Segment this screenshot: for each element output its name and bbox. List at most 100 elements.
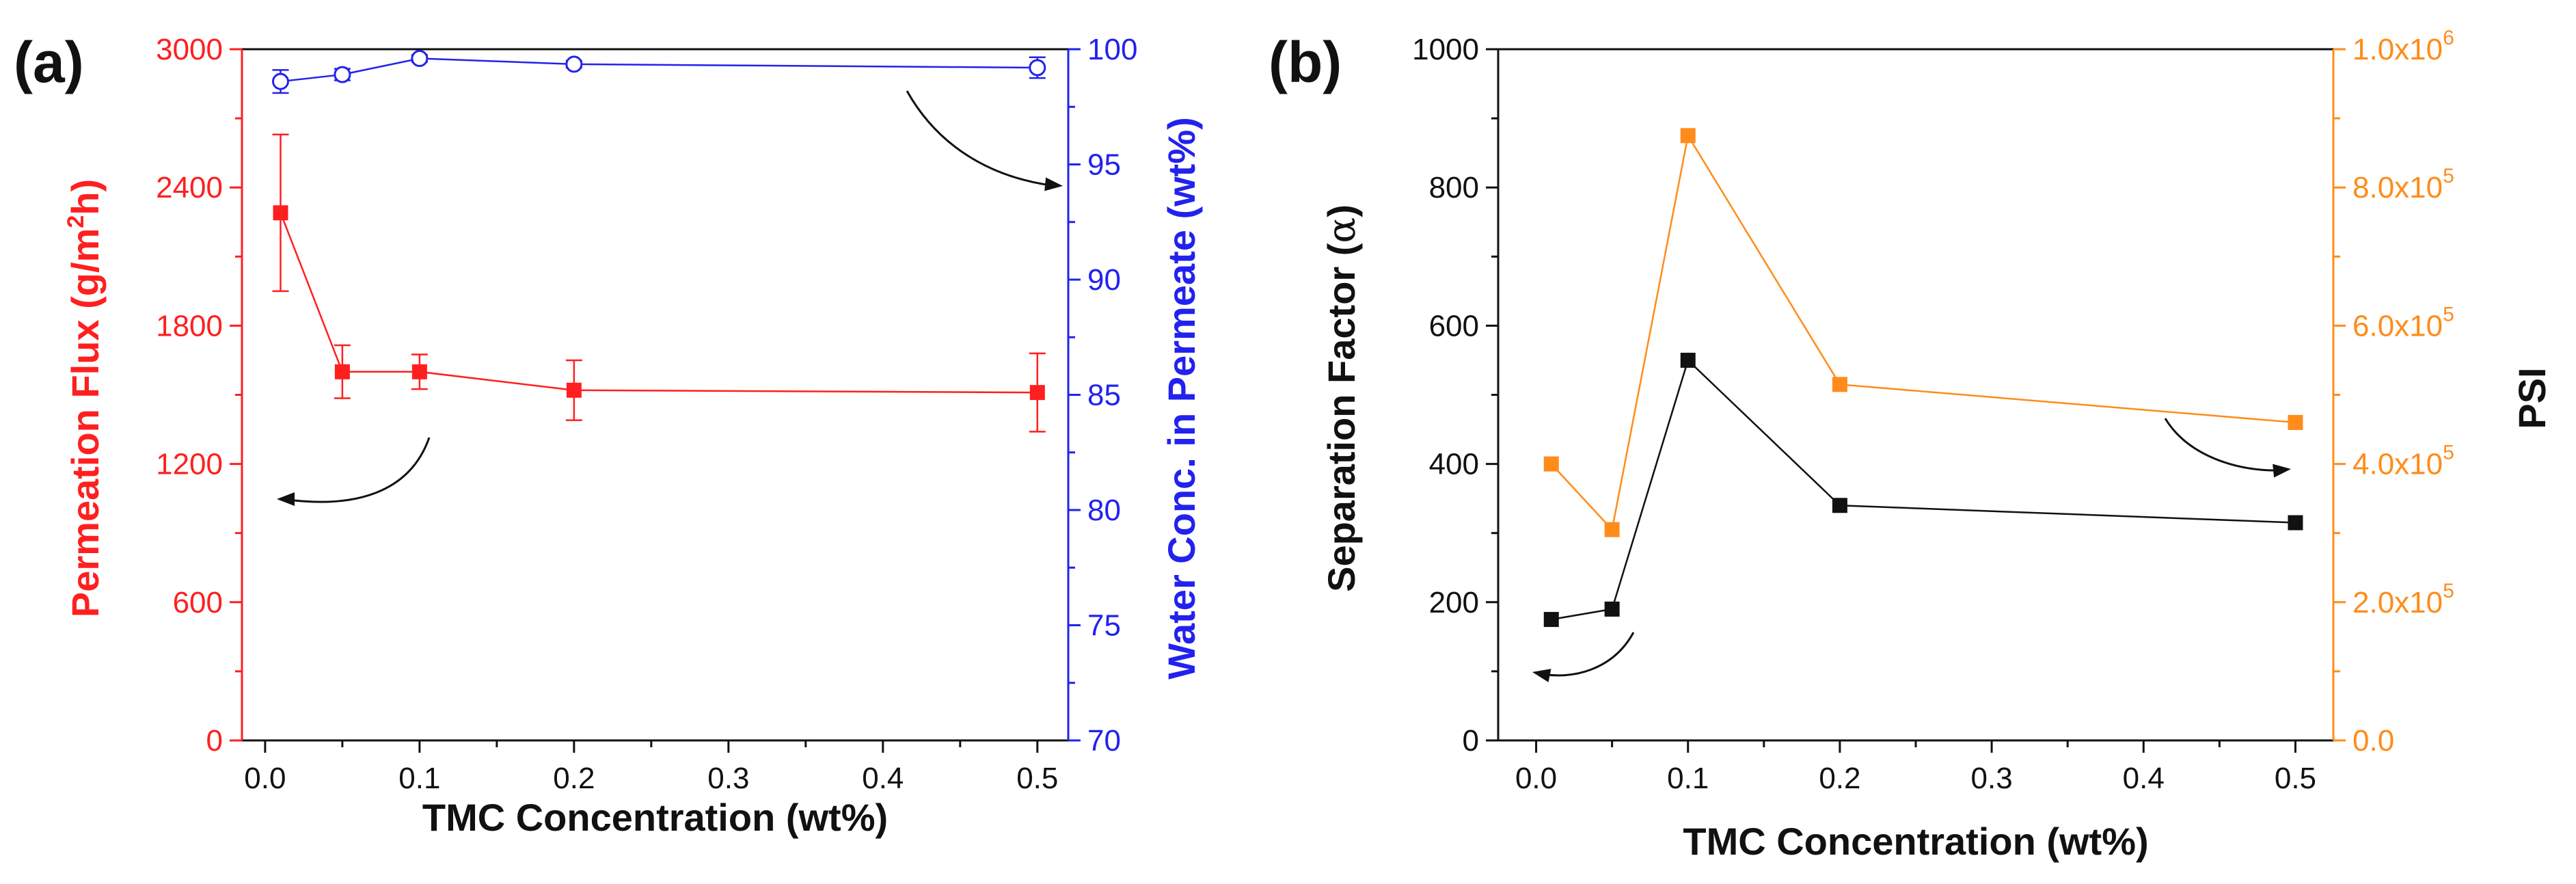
data-point (1029, 59, 1046, 77)
x-tick-label: 0.2 (1819, 762, 1860, 795)
y-right-tick-label: 6.0x105 (2353, 303, 2454, 343)
title-sup: 2 (63, 215, 89, 228)
y-left-tick-label: 2400 (156, 171, 223, 204)
data-point (1832, 377, 1847, 392)
series-line (280, 212, 1038, 394)
tick-mantissa: 4.0x10 (2353, 448, 2443, 481)
y-right-tick-label: 2.0x105 (2353, 580, 2454, 619)
series-0 (1543, 352, 2303, 628)
title-part: ) (1320, 204, 1363, 217)
arrow-curve (906, 90, 1057, 187)
x-axis-title: TMC Concentration (wt%) (1683, 820, 2148, 863)
data-point (1604, 601, 1620, 617)
arrowhead-icon (2273, 464, 2291, 478)
y-left-tick-label: 600 (1429, 309, 1479, 343)
data-point (1029, 385, 1045, 401)
x-tick-label: 0.1 (398, 762, 440, 795)
title-part: h) (64, 179, 107, 215)
series-1 (1543, 128, 2303, 537)
data-point (1680, 128, 1696, 144)
y-left-axis-title: Separation Factor (α) (1320, 204, 1364, 592)
x-axis-title: TMC Concentration (wt%) (422, 796, 888, 839)
series-line (280, 57, 1038, 83)
y-left-tick-label: 800 (1429, 171, 1479, 204)
tick-mantissa: 8.0x10 (2353, 171, 2443, 204)
y-right-tick-label: 75 (1087, 609, 1121, 643)
panel-label: (a) (14, 30, 84, 94)
tick-exponent: 6 (2443, 27, 2454, 49)
series-line (1550, 133, 2296, 532)
y-right-tick-label: 95 (1087, 148, 1121, 182)
tick-mantissa: 0.0 (2353, 724, 2394, 758)
data-point (2288, 515, 2303, 531)
data-point (566, 382, 582, 398)
y-right-tick-label: 8.0x105 (2353, 165, 2454, 204)
tick-exponent: 5 (2443, 580, 2454, 602)
panel-label: (b) (1269, 30, 1342, 94)
right-axis-arrow-b (2164, 418, 2291, 478)
y-right-axis-title: PSI (2510, 367, 2553, 429)
y-right-tick-label: 90 (1087, 263, 1121, 297)
arrow-curve (283, 437, 431, 503)
y-left-tick-label: 0 (1463, 724, 1479, 758)
x-tick-label: 0.4 (2123, 762, 2165, 795)
x-tick-label: 0.0 (244, 762, 286, 795)
y-right-tick-label: 0.0 (2353, 724, 2394, 758)
tick-mantissa: 1.0x10 (2353, 33, 2443, 66)
y-left-tick-label: 600 (173, 586, 223, 619)
y-left-tick-label: 200 (1429, 586, 1479, 619)
x-tick-label: 0.3 (1971, 762, 2013, 795)
arrowhead-icon (1532, 669, 1551, 682)
x-tick-label: 0.3 (707, 762, 749, 795)
data-point (273, 205, 288, 221)
y-left-tick-label: 1200 (156, 448, 223, 481)
y-right-tick-label: 70 (1087, 724, 1121, 758)
data-point (271, 72, 289, 90)
tick-mantissa: 2.0x10 (2353, 586, 2443, 619)
tick-exponent: 5 (2443, 165, 2454, 187)
title-part: Separation Factor ( (1320, 243, 1363, 592)
arrow-curve (2164, 418, 2283, 472)
title-symbol: α (1320, 217, 1364, 243)
data-point (2288, 414, 2303, 430)
x-tick-label: 0.0 (1515, 762, 1557, 795)
y-right-tick-label: 100 (1087, 33, 1137, 66)
series-line (1551, 358, 2296, 621)
arrowhead-icon (1044, 177, 1063, 191)
tick-mantissa: 6.0x10 (2353, 309, 2443, 343)
left-axis-arrow-b (1532, 632, 1635, 682)
data-point (565, 55, 583, 73)
y-left-tick-label: 1000 (1412, 33, 1479, 66)
data-point (334, 66, 351, 83)
arrowhead-icon (277, 492, 295, 506)
series-1 (271, 49, 1046, 94)
data-point (411, 49, 429, 67)
data-point (334, 364, 350, 379)
title-part: Permeation Flux (g/m (64, 228, 107, 617)
tick-exponent: 5 (2443, 303, 2454, 325)
data-point (1680, 352, 1696, 368)
x-tick-label: 0.5 (2275, 762, 2316, 795)
panel-a: (a) 0.0 0.1 0.2 0.3 0.4 0.5 0 600 1200 1800 2400 300… (14, 30, 1203, 839)
y-right-tick-label: 80 (1087, 494, 1121, 527)
right-axis-arrow-a (906, 90, 1063, 191)
data-point (411, 364, 427, 379)
x-tick-label: 0.1 (1667, 762, 1709, 795)
y-left-tick-label: 400 (1429, 448, 1479, 481)
panel-b: (b) 0.0 0.1 0.2 0.3 0.4 0.5 0 200 400 600 800 1000 0.… (1269, 27, 2553, 863)
y-left-tick-label: 1800 (156, 309, 223, 343)
y-left-tick-label: 0 (206, 724, 223, 758)
x-tick-label: 0.4 (862, 762, 904, 795)
y-right-tick-label: 4.0x105 (2353, 442, 2454, 481)
data-point (1604, 522, 1620, 537)
x-tick-label: 0.2 (553, 762, 595, 795)
tick-exponent: 5 (2443, 442, 2454, 464)
y-right-axis-title: Water Conc. in Permeate (wt%) (1160, 117, 1203, 680)
arrow-curve (1538, 632, 1635, 677)
series-0 (272, 133, 1046, 433)
y-left-axis-title: Permeation Flux (g/m2h) (63, 179, 107, 617)
y-right-tick-label: 1.0x106 (2353, 27, 2454, 66)
y-right-tick-label: 85 (1087, 379, 1121, 412)
y-left-tick-label: 3000 (156, 33, 223, 66)
